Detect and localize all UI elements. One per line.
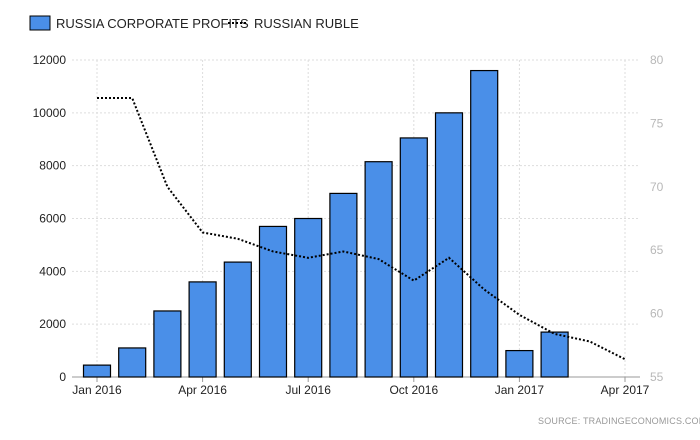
y-left-tick-label: 12000 — [33, 53, 67, 67]
legend-bar-swatch — [29, 15, 51, 31]
y-right-tick-label: 55 — [650, 370, 664, 384]
bar — [434, 112, 464, 378]
y-left-tick-label: 4000 — [39, 264, 66, 278]
bar — [153, 310, 182, 378]
x-tick-label: Jan 2017 — [495, 383, 545, 397]
y-right-tick-label: 75 — [650, 116, 664, 130]
y-right-tick-label: 70 — [650, 180, 664, 194]
bar — [294, 217, 323, 378]
y-right-tick-label: 80 — [650, 53, 664, 67]
bar — [188, 281, 217, 378]
x-tick-label: Jul 2016 — [286, 383, 332, 397]
y-axis-right: 55 60 65 70 75 80 — [650, 53, 664, 384]
y-left-tick-label: 0 — [59, 370, 66, 384]
y-right-tick-label: 65 — [650, 243, 664, 257]
bar — [399, 137, 428, 378]
legend-bars-label: RUSSIA CORPORATE PROFITS — [56, 16, 249, 31]
legend-line-label: RUSSIAN RUBLE — [254, 16, 359, 31]
bar-series — [82, 69, 569, 378]
y-left-tick-label: 10000 — [33, 106, 67, 120]
bar — [223, 261, 252, 378]
x-tick-label: Oct 2016 — [389, 383, 438, 397]
bar — [364, 161, 393, 378]
y-right-tick-label: 60 — [650, 307, 664, 321]
bar — [540, 331, 569, 378]
bar — [470, 69, 499, 378]
bar — [258, 225, 288, 378]
x-tick-label: Jan 2016 — [72, 383, 122, 397]
source-note: SOURCE: TRADINGECONOMICS.COM — [538, 416, 700, 426]
y-left-tick-label: 6000 — [39, 212, 66, 226]
bar — [118, 347, 147, 378]
y-axis-left: 0 2000 4000 6000 8000 10000 12000 — [33, 53, 67, 384]
x-axis: Jan 2016 Apr 2016 Jul 2016 Oct 2016 Jan 2017… — [72, 376, 650, 397]
bar — [329, 192, 358, 378]
x-tick-label: Apr 2017 — [601, 383, 650, 397]
bar — [82, 364, 112, 378]
bar — [505, 349, 534, 378]
y-left-tick-label: 8000 — [39, 159, 66, 173]
x-tick-label: Apr 2016 — [178, 383, 227, 397]
y-left-tick-label: 2000 — [39, 317, 66, 331]
